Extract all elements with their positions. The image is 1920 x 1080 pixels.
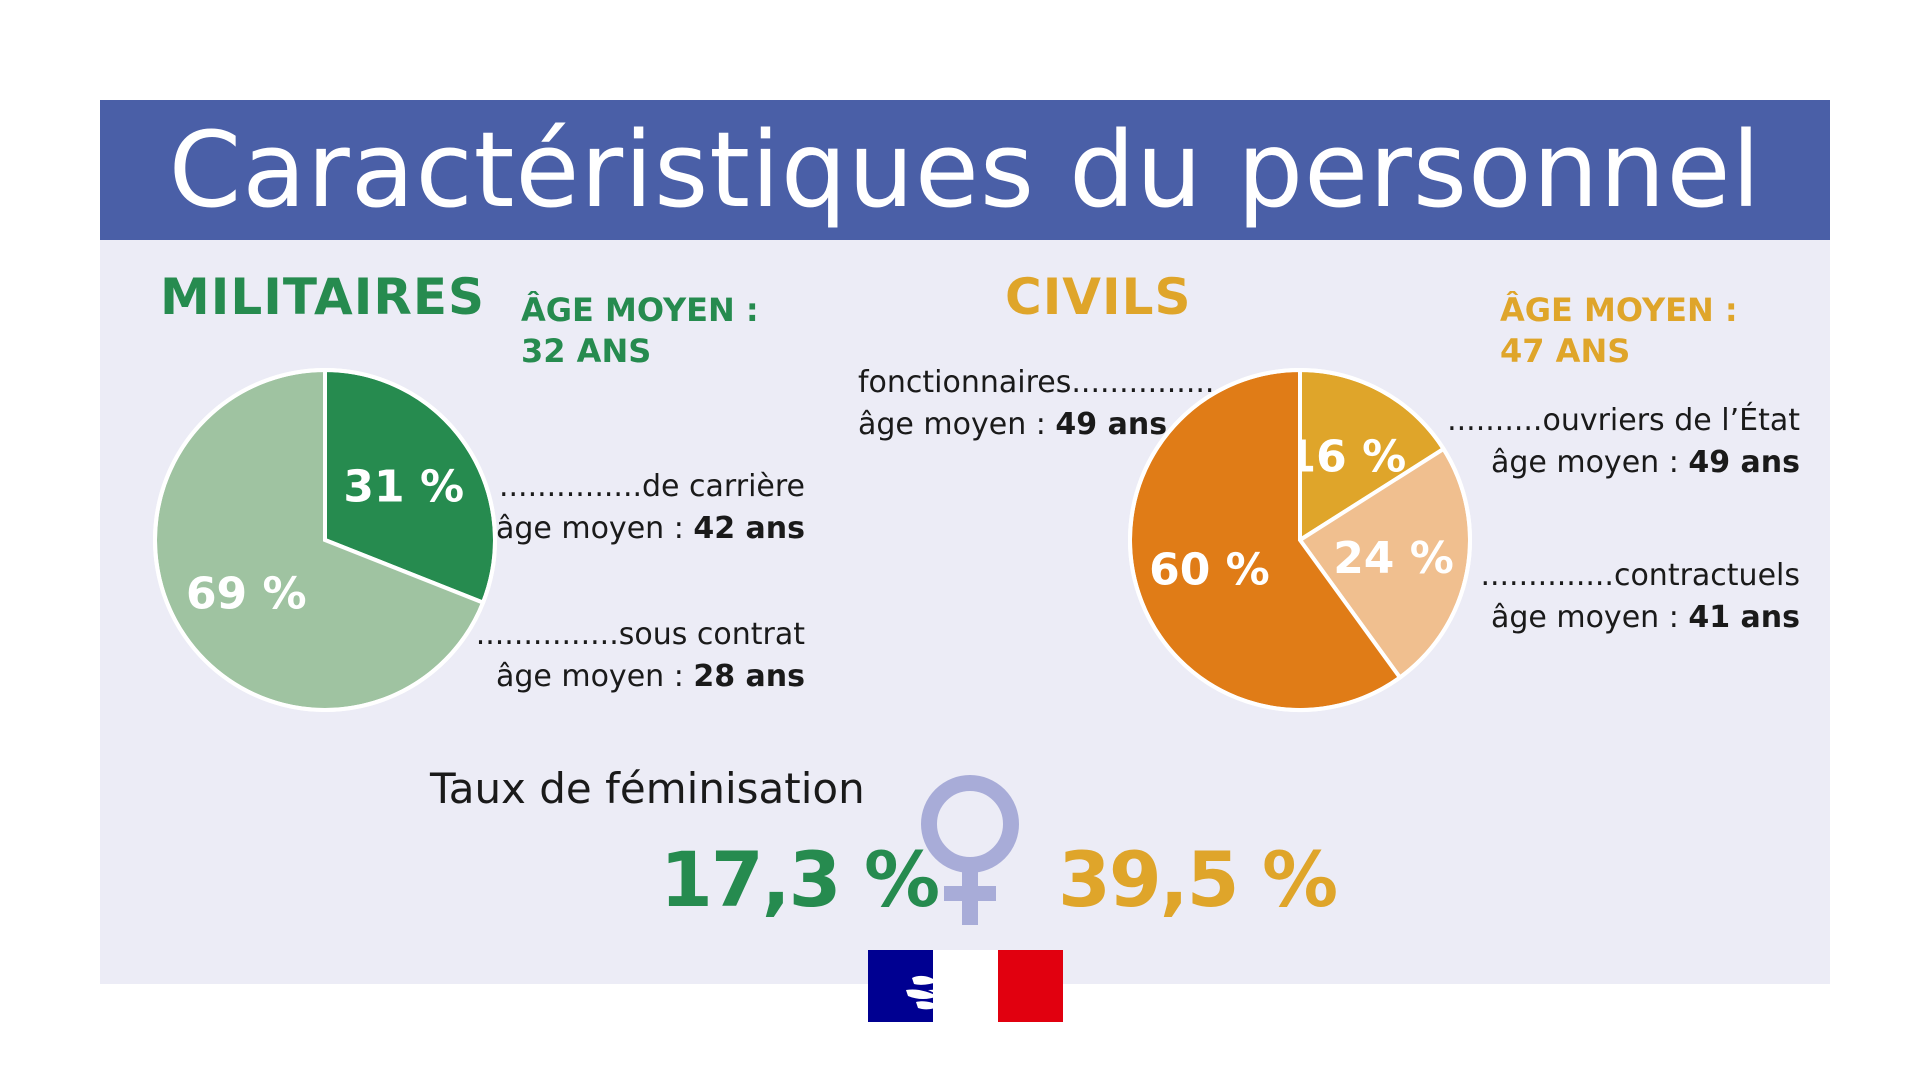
- ouvriers-age-prefix: âge moyen :: [1490, 445, 1689, 480]
- feminisation-label: Taux de féminisation: [430, 764, 865, 813]
- militaires-age-label: ÂGE MOYEN :: [521, 291, 759, 329]
- militaires-age-value: 32 ANS: [521, 332, 652, 370]
- civils-slice-label-3: 60 %: [1149, 544, 1270, 595]
- ouvriers-age-value: 49 ans: [1688, 445, 1800, 480]
- civils-pie-outline: [1128, 368, 1472, 712]
- civils-contractuels-note: ..............contractuels âge moyen : 4…: [1400, 555, 1800, 639]
- civils-slice-label-2: 24 %: [1333, 533, 1454, 584]
- fonctionnaires-age-prefix: âge moyen :: [858, 407, 1056, 442]
- militaires-pie-chart: 31 % 69 %: [153, 367, 497, 712]
- militaires-contrat-note: ...............sous contrat âge moyen : …: [450, 614, 805, 698]
- feminisation-civils-rate: 39,5 %: [1058, 835, 1338, 924]
- venus-icon: [921, 775, 1019, 925]
- page-title: Caractéristiques du personnel: [168, 109, 1762, 231]
- fonctionnaires-age: âge moyen : 49 ans: [858, 404, 1214, 446]
- carriere-label: ...............de carrière: [498, 469, 805, 504]
- title-banner: [100, 100, 1830, 240]
- marianne-logo: [868, 950, 1063, 1022]
- carriere-age: âge moyen : 42 ans: [450, 508, 805, 550]
- militaires-heading: MILITAIRES: [160, 268, 486, 326]
- contractuels-age: âge moyen : 41 ans: [1400, 597, 1800, 639]
- ouvriers-label: ..........ouvriers de l’État: [1447, 403, 1800, 438]
- militaires-average-age: ÂGE MOYEN : 32 ANS: [521, 290, 759, 372]
- ouvriers-age: âge moyen : 49 ans: [1400, 442, 1800, 484]
- civils-pie-chart: 16 % 24 % 60 %: [1128, 367, 1472, 712]
- contractuels-label: ..............contractuels: [1480, 558, 1800, 593]
- contrat-age: âge moyen : 28 ans: [450, 656, 805, 698]
- civils-heading: CIVILS: [1005, 268, 1192, 326]
- carriere-age-prefix: âge moyen :: [495, 511, 694, 546]
- contractuels-age-value: 41 ans: [1688, 600, 1800, 635]
- contrat-label: ...............sous contrat: [475, 617, 805, 652]
- civils-slice-label-1: 16 %: [1286, 432, 1407, 483]
- carriere-age-value: 42 ans: [693, 511, 805, 546]
- civils-average-age: ÂGE MOYEN : 47 ANS: [1500, 290, 1738, 372]
- civils-fonctionnaires-note: fonctionnaires............... âge moyen …: [858, 362, 1214, 446]
- fonctionnaires-age-value: 49 ans: [1055, 407, 1168, 442]
- civils-age-label: ÂGE MOYEN :: [1500, 291, 1738, 329]
- contractuels-age-prefix: âge moyen :: [1490, 600, 1689, 635]
- contrat-age-prefix: âge moyen :: [495, 659, 694, 694]
- civils-ouvriers-note: ..........ouvriers de l’État âge moyen :…: [1400, 400, 1800, 484]
- fonctionnaires-label: fonctionnaires...............: [858, 365, 1215, 400]
- militaires-slice-label-2: 69 %: [186, 569, 307, 620]
- contrat-age-value: 28 ans: [693, 659, 805, 694]
- feminisation-militaires-rate: 17,3 %: [660, 835, 940, 924]
- militaires-pie-outline: [153, 368, 497, 712]
- militaires-carriere-note: ...............de carrière âge moyen : 4…: [450, 466, 805, 550]
- militaires-slice-label-1: 31 %: [343, 461, 464, 512]
- civils-age-value: 47 ANS: [1500, 332, 1631, 370]
